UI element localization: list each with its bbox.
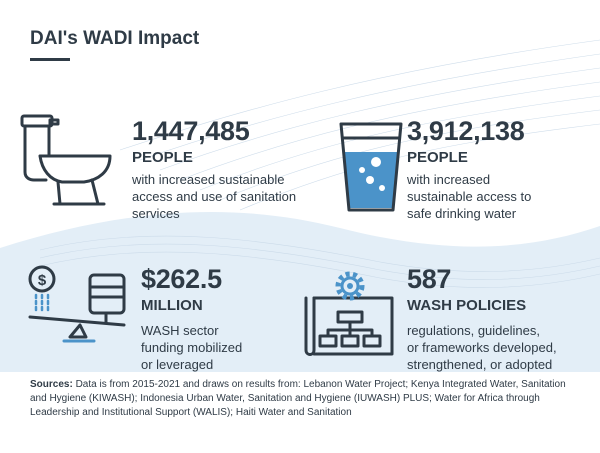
funding-lever-icon: $ — [28, 265, 126, 343]
title-underline — [30, 58, 70, 61]
description-line: safe drinking water — [407, 206, 517, 221]
stat-number: 587 — [407, 264, 452, 294]
stat-description: with increased sustainable access and us… — [132, 171, 296, 222]
stat-drinking-water: 3,912,138 PEOPLE with increased sustaina… — [407, 116, 531, 222]
description-line: or leveraged — [141, 357, 214, 372]
stat-unit: WASH POLICIES — [407, 297, 527, 314]
description-line: sustainable access to — [407, 189, 532, 204]
description-line: services — [132, 206, 180, 221]
sources-label: Sources: — [30, 379, 73, 390]
description-line: WASH sector — [141, 323, 219, 338]
stat-unit: PEOPLE — [132, 149, 193, 166]
sources-text: Data is from 2015-2021 and draws on resu… — [72, 379, 566, 390]
water-glass-icon — [339, 122, 403, 212]
description-line: or frameworks developed, — [407, 340, 557, 355]
description-line: access and use of sanitation — [132, 189, 297, 204]
sources-line: Leadership and Institutional Support (WA… — [30, 407, 352, 418]
stat-policies: 587 WASH POLICIES regulations, guideline… — [407, 264, 557, 373]
sources-note: Sources: Data is from 2015-2021 and draw… — [30, 378, 600, 420]
description-line: with increased — [407, 172, 491, 187]
stat-unit: PEOPLE — [407, 149, 468, 166]
description-line: with increased sustainable — [132, 172, 285, 187]
stat-sanitation: 1,447,485 PEOPLE with increased sustaina… — [132, 116, 296, 222]
sources-line: and Hygiene (KIWASH); Indonesia Urban Wa… — [30, 393, 540, 404]
stat-funding: $262.5 MILLION WASH sector funding mobil… — [141, 264, 242, 373]
stat-number: 3,912,138 — [407, 116, 525, 146]
description-line: regulations, guidelines, — [407, 323, 540, 338]
svg-text:$: $ — [38, 272, 47, 289]
stat-unit: MILLION — [141, 297, 203, 314]
description-line: funding mobilized — [141, 340, 243, 355]
toilet-icon — [20, 114, 112, 206]
sources-line: Sources: Data is from 2015-2021 and draw… — [30, 378, 600, 392]
description-line: strengthened, or adopted — [407, 357, 553, 372]
page-title: DAI's WADI Impact — [30, 28, 200, 49]
stat-number: $262.5 — [141, 264, 222, 294]
stat-description: regulations, guidelines, or frameworks d… — [407, 322, 557, 373]
policy-flowchart-icon — [304, 271, 394, 356]
stat-number: 1,447,485 — [132, 116, 250, 146]
stat-description: WASH sector funding mobilized or leverag… — [141, 322, 242, 373]
stat-description: with increased sustainable access to saf… — [407, 171, 531, 222]
